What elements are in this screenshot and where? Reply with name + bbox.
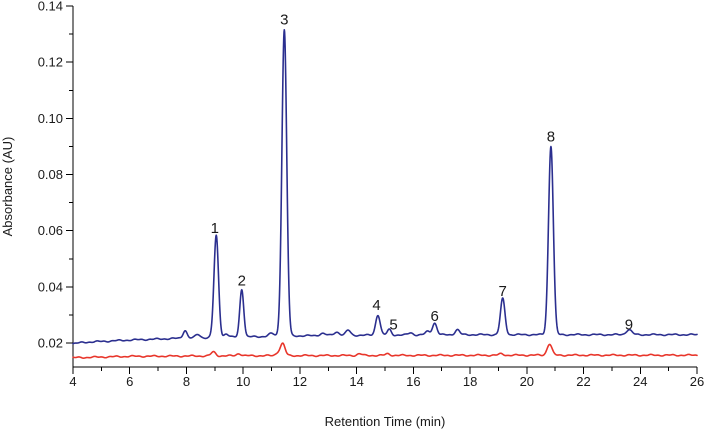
- y-tick-label: 0.14: [38, 0, 63, 14]
- peak-label: 9: [625, 317, 633, 334]
- axes: 4 6 8 10 12 14 16 18 20 22 24 260.020.040.060.080.1…: [38, 0, 705, 389]
- x-axis-title: Retention Time (min): [325, 414, 446, 429]
- y-tick-label: 0.12: [38, 55, 63, 70]
- x-tick-label: 4: [69, 374, 76, 389]
- peak-label: 1: [211, 220, 219, 237]
- peak-label: 4: [372, 297, 380, 314]
- x-tick-label: 26: [690, 374, 704, 389]
- y-tick-label: 0.04: [38, 279, 63, 294]
- series-group: [72, 28, 698, 359]
- series-line-2: [72, 342, 698, 359]
- peak-label: 8: [547, 128, 555, 145]
- peak-label: 7: [499, 283, 507, 300]
- peak-label: 3: [280, 11, 288, 28]
- series-line-1: [72, 28, 698, 345]
- peak-label: 6: [430, 308, 438, 325]
- x-tick-label: 20: [520, 374, 534, 389]
- x-tick-label: 22: [576, 374, 590, 389]
- x-tick-label: 10: [236, 374, 250, 389]
- x-tick-label: 6: [126, 374, 133, 389]
- y-tick-label: 0.02: [38, 336, 63, 351]
- y-tick-label: 0.06: [38, 223, 63, 238]
- x-tick-label: 8: [183, 374, 190, 389]
- x-tick-label: 12: [293, 374, 307, 389]
- x-tick-label: 24: [633, 374, 647, 389]
- peak-labels: 1 2 3 45 6 7 8 9: [211, 11, 633, 333]
- x-tick-label: 14: [349, 374, 363, 389]
- peak-label: 2: [238, 273, 246, 290]
- x-tick-label: 18: [463, 374, 477, 389]
- x-tick-label: 16: [406, 374, 420, 389]
- peak-label: 5: [389, 317, 397, 334]
- y-tick-label: 0.10: [38, 111, 63, 126]
- y-axis-title: Absorbance (AU): [0, 137, 15, 237]
- y-tick-label: 0.08: [38, 167, 63, 182]
